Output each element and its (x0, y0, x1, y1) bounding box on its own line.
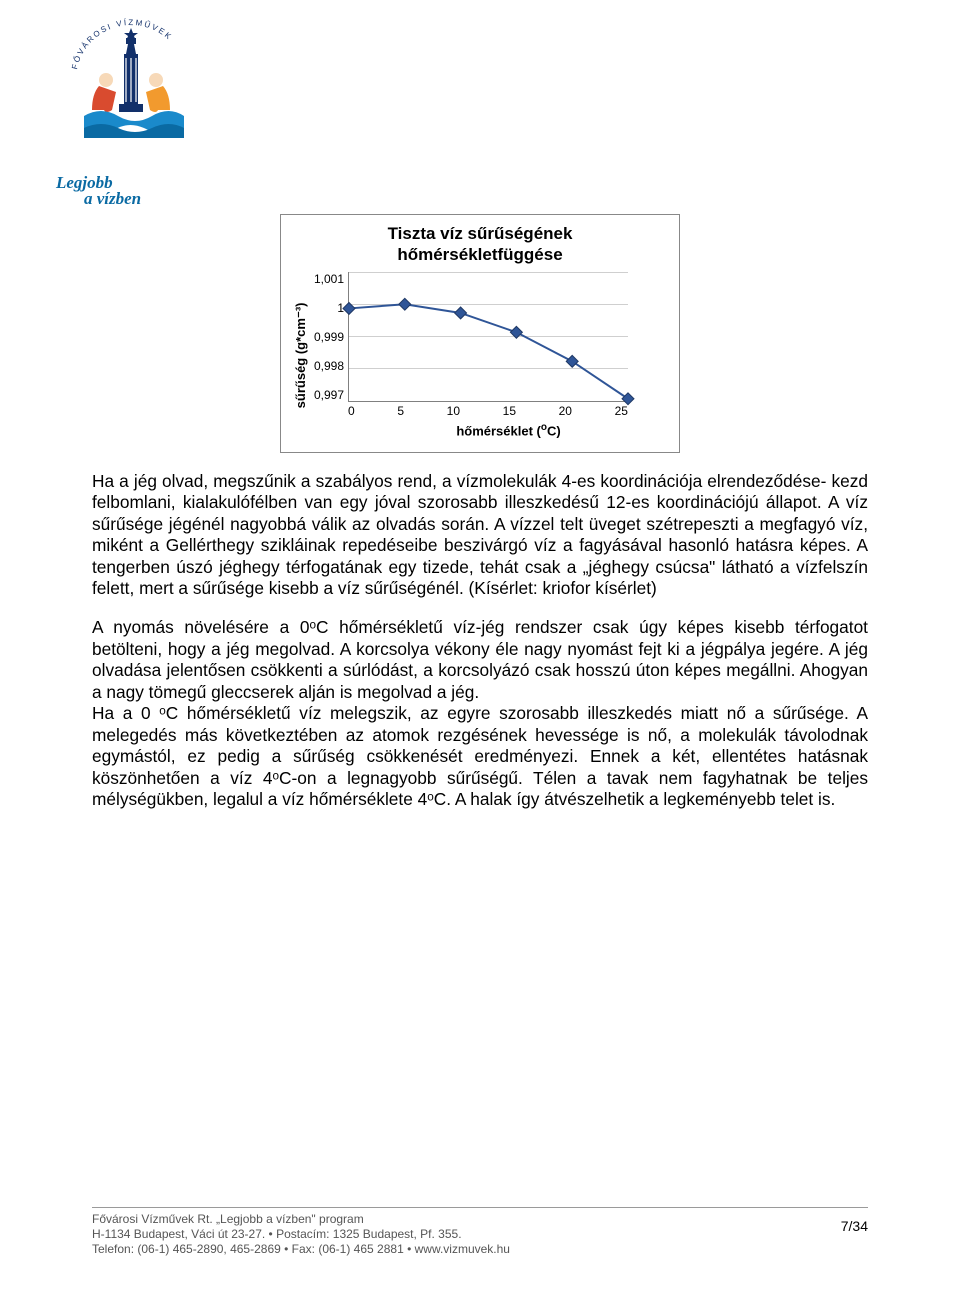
paragraph-2: A nyomás növelésére a 0ᵒC hőmérsékletű v… (92, 617, 868, 703)
y-tick: 0,997 (314, 388, 344, 402)
x-tick: 15 (503, 404, 516, 418)
y-tick: 1 (314, 301, 344, 315)
svg-text:FŐVÁROSI VÍZMŰVEK: FŐVÁROSI VÍZMŰVEK (70, 18, 174, 70)
company-logo: FŐVÁROSI VÍZMŰVEK Legjobb a vízben (56, 4, 206, 209)
paragraph-3: Ha a 0 ᵒC hőmérsékletű víz melegszik, az… (92, 703, 868, 810)
y-tick: 1,001 (314, 272, 344, 286)
y-axis-ticks: 1,001 1 0,999 0,998 0,997 (310, 272, 348, 402)
slogan-line-2: a vízben (84, 189, 206, 209)
page-number: 7/34 (841, 1212, 868, 1234)
x-tick: 5 (397, 404, 404, 418)
chart-title: Tiszta víz sűrűségének hőmérsékletfüggés… (291, 223, 669, 266)
y-tick: 0,998 (314, 359, 344, 373)
footer-address: Fővárosi Vízművek Rt. „Legjobb a vízben"… (92, 1212, 510, 1257)
body-text: Ha a jég olvad, megszűnik a szabályos re… (92, 471, 868, 811)
logo-arc-text: FŐVÁROSI VÍZMŰVEK (70, 18, 174, 70)
chart-title-line-1: Tiszta víz sűrűségének (388, 224, 573, 243)
logo-svg: FŐVÁROSI VÍZMŰVEK (56, 4, 206, 174)
page-footer: Fővárosi Vízművek Rt. „Legjobb a vízben"… (92, 1207, 868, 1257)
y-tick: 0,999 (314, 330, 344, 344)
y-axis-label: sűrűség (g*cm⁻³) (291, 272, 310, 438)
x-tick: 0 (348, 404, 355, 418)
footer-line-3: Telefon: (06-1) 465-2890, 465-2869 • Fax… (92, 1242, 510, 1257)
plot-area (348, 272, 628, 402)
x-axis-ticks: 0 5 10 15 20 25 (348, 404, 628, 418)
x-tick: 10 (447, 404, 460, 418)
page: FŐVÁROSI VÍZMŰVEK Legjobb a vízben (0, 0, 960, 1303)
chart-title-line-2: hőmérsékletfüggése (397, 245, 562, 264)
footer-line-1: Fővárosi Vízművek Rt. „Legjobb a vízben"… (92, 1212, 510, 1227)
x-tick: 25 (615, 404, 628, 418)
paragraph-1: Ha a jég olvad, megszűnik a szabályos re… (92, 471, 868, 600)
density-chart: Tiszta víz sűrűségének hőmérsékletfüggés… (280, 214, 680, 453)
x-axis-label: hőmérséklet (oC) (348, 422, 669, 438)
data-series (349, 272, 628, 401)
footer-line-2: H-1134 Budapest, Váci út 23-27. • Postac… (92, 1227, 510, 1242)
x-tick: 20 (559, 404, 572, 418)
logo-slogan: Legjobb a vízben (56, 173, 206, 209)
